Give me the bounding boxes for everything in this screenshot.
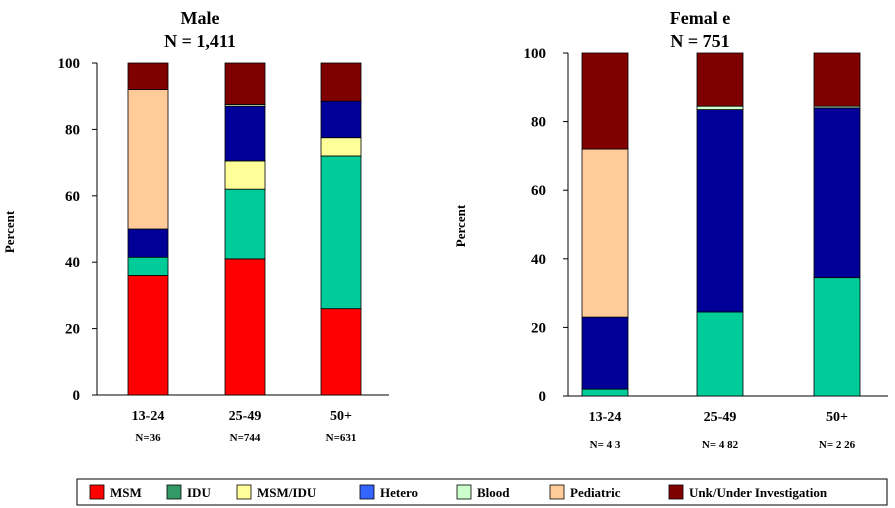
bar-segment-msm-25-49 [224, 258, 266, 396]
bar-segment-blood-25-49 [696, 105, 744, 110]
bar-segment-msm-idu-25-49 [224, 160, 266, 190]
y-tick-label: 20 [531, 320, 546, 336]
legend-swatch-msm [89, 484, 105, 500]
y-tick-label: 0 [539, 389, 547, 405]
y-axis-label: Percent [453, 204, 468, 247]
bar-segment-idu-13-24 [581, 388, 629, 397]
bar-segment-unk-under-investigation-13-24 [127, 62, 169, 90]
bar-segment-hetero-50 [813, 107, 861, 279]
y-tick-label: 40 [531, 252, 546, 268]
y-tick-label: 40 [65, 255, 80, 271]
female-chart: Femal e N = 751 0 20 40 60 80 100 Percent 13-24 N=… [453, 8, 888, 451]
x-category-label: 13-24 [132, 409, 165, 424]
legend-swatch-hetero [359, 484, 375, 500]
bar-segment-unk-under-investigation-50 [320, 62, 362, 102]
chart-title: Femal e [670, 8, 730, 28]
y-tick-label: 100 [58, 56, 81, 72]
bar-segment-pediatric-13-24 [581, 148, 629, 318]
category-n-label: N=744 [230, 432, 261, 444]
legend-swatch-blood [456, 484, 472, 500]
bar-segment-idu-25-49 [224, 188, 266, 260]
category-n-label: N= 2 26 [819, 439, 856, 451]
bar-segment-idu-50 [320, 155, 362, 310]
legend-frame [76, 478, 888, 506]
bar-segment-msm-idu-50 [320, 137, 362, 157]
category-n-label: N= 4 3 [590, 439, 621, 451]
y-tick-label: 60 [65, 189, 80, 205]
legend-label-pediatric: Pediatric [570, 485, 621, 500]
bar-segment-hetero-50 [320, 100, 362, 139]
bar-segment-idu-50 [813, 277, 861, 397]
x-category-label: 25-49 [704, 410, 737, 425]
bar-segment-msm-13-24 [127, 275, 169, 396]
legend-swatch-unk-under-investigation [668, 484, 684, 500]
bar-segment-unk-under-investigation-50 [813, 52, 861, 107]
legend-label-unk-under-investigation: Unk/Under Investigation [689, 485, 828, 500]
chart-subtitle: N = 1,411 [164, 31, 236, 51]
bar-segment-msm-50 [320, 308, 362, 396]
bar-segment-hetero-13-24 [127, 228, 169, 258]
bar-segment-hetero-25-49 [224, 105, 266, 162]
legend-label-blood: Blood [477, 485, 510, 500]
y-tick-label: 0 [73, 388, 81, 404]
bar-segment-unk-under-investigation-25-49 [224, 62, 266, 105]
y-tick-label: 80 [531, 115, 546, 131]
legend-label-msm-idu: MSM/IDU [257, 485, 317, 500]
legend-label-hetero: Hetero [380, 485, 418, 500]
bar-segment-pediatric-13-24 [127, 89, 169, 230]
y-tick-label: 80 [65, 122, 80, 138]
category-n-label: N=631 [326, 432, 357, 444]
x-category-label: 50+ [826, 410, 848, 425]
y-tick-label: 20 [65, 322, 80, 338]
bar-segment-unk-under-investigation-13-24 [581, 52, 629, 150]
category-n-label: N= 4 82 [702, 439, 739, 451]
x-category-label: 25-49 [229, 409, 262, 424]
legend-swatch-idu [166, 484, 182, 500]
chart-title: Male [181, 8, 220, 28]
y-axis-label: Percent [2, 210, 17, 253]
legend-swatch-pediatric [549, 484, 565, 500]
bar-segment-idu-13-24 [127, 256, 169, 276]
chart-legend: MSM IDU MSM/IDU Hetero Blood Pediatric Unk/Und… [76, 478, 888, 506]
bar-segment-unk-under-investigation-25-49 [696, 52, 744, 107]
bar-segment-hetero-25-49 [696, 109, 744, 313]
legend-label-idu: IDU [187, 485, 211, 500]
x-category-label: 13-24 [589, 410, 622, 425]
legend-swatch-msm-idu [236, 484, 252, 500]
x-category-label: 50+ [330, 409, 352, 424]
y-tick-label: 60 [531, 183, 546, 199]
bar-segment-hetero-13-24 [581, 316, 629, 390]
category-n-label: N=36 [135, 432, 161, 444]
male-chart: Male N = 1,411 0 20 40 60 80 100 Percent 13-24 N=3… [2, 8, 389, 444]
bar-segment-idu-25-49 [696, 311, 744, 397]
legend-label-msm: MSM [110, 485, 142, 500]
y-tick-label: 100 [524, 46, 547, 62]
chart-subtitle: N = 751 [670, 31, 729, 51]
